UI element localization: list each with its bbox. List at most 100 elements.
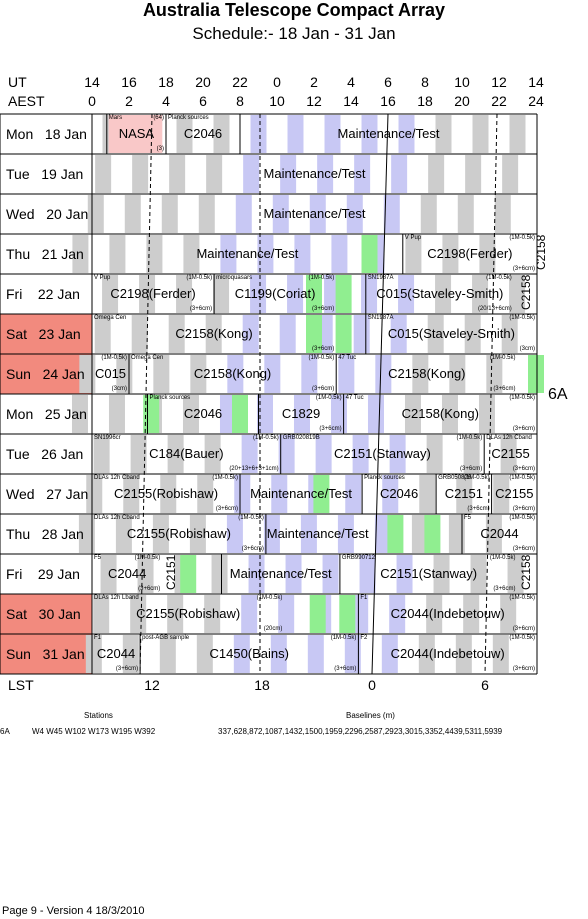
time-band bbox=[509, 115, 526, 153]
project-block: Omega Cen (3+6cm) C2158(Kong) bbox=[92, 314, 336, 354]
time-band bbox=[78, 515, 95, 553]
project-block: V Pup (1M-0.5k) (3+6cm) C2198(Ferder) bbox=[92, 274, 214, 314]
time-band bbox=[382, 475, 399, 513]
time-band bbox=[94, 315, 111, 353]
time-band bbox=[169, 155, 186, 193]
project-block: V Pup (1M-0.5k) (3+6cm) C2198(Ferder) bbox=[403, 234, 537, 274]
time-band bbox=[176, 275, 193, 313]
ut-tick: 6 bbox=[384, 74, 392, 90]
project-code-vertical: C2158 bbox=[519, 554, 534, 590]
project-block: 47 Tuc (1M-0.5k) (3+6cm) C2158(Kong) bbox=[336, 354, 517, 394]
array-tag: (1M-0.5k) bbox=[509, 515, 535, 521]
project-block: GRB020819B (1M-0.5k) (3+6cm) C2151(Stanway) bbox=[281, 434, 485, 474]
source-label: Planck sources bbox=[149, 395, 191, 401]
project-code: C1450(Bains) bbox=[209, 646, 289, 661]
band-tag: (3+6cm) bbox=[312, 306, 335, 312]
time-band bbox=[435, 115, 452, 153]
weekend-highlight bbox=[0, 634, 92, 674]
day-row: Mon 18 Jan bbox=[0, 114, 90, 154]
calibrator-band bbox=[232, 395, 248, 433]
project-block: Planck sources C2046 bbox=[148, 394, 259, 434]
time-band bbox=[263, 515, 280, 553]
time-band bbox=[167, 595, 184, 633]
time-band bbox=[337, 515, 354, 553]
time-band bbox=[79, 355, 96, 393]
project-block: F1 (1M-0.5k) (3+6cm) C2044(Indebetouw) bbox=[358, 594, 537, 634]
time-band bbox=[322, 555, 339, 593]
project-code: C2046 bbox=[379, 486, 419, 501]
day-row: Fri 22 Jan bbox=[0, 274, 90, 314]
time-band bbox=[264, 355, 281, 393]
source-label: 47 Tuc bbox=[345, 395, 364, 401]
day-row: Wed 20 Jan bbox=[0, 194, 90, 234]
source-label: DLAs 12h Cband bbox=[486, 435, 532, 441]
project-block: GRB050826 (1M-0.5k) (3+6cm) C2151 bbox=[436, 474, 492, 514]
band-tag: (3+6cm) bbox=[493, 586, 516, 592]
project-block: F5 (1M-0.5k) (3+6cm) C2044 bbox=[462, 514, 537, 554]
time-band bbox=[301, 355, 318, 393]
day-label: Tue 26 Jan bbox=[6, 446, 84, 462]
project-block: SN1987A (1M-0.5k) (3cm) C015(Staveley-Smith… bbox=[366, 314, 537, 354]
array-tag: (1M-0.5k) bbox=[509, 635, 535, 641]
calibrator-band bbox=[424, 515, 441, 553]
project-code: C2044(Indebetouw) bbox=[390, 606, 505, 621]
time-band bbox=[396, 555, 413, 593]
time-band bbox=[85, 635, 102, 673]
band-tag: (3+6cm) bbox=[241, 546, 264, 552]
time-band bbox=[161, 195, 178, 233]
project-block: (1M-0.5k) (3cm) C015 bbox=[92, 354, 129, 394]
time-band bbox=[182, 395, 199, 433]
project-block: 47 Tuc (1M-0.5k) (3+6cm) C2158(Kong) bbox=[344, 394, 537, 434]
time-band bbox=[509, 275, 526, 313]
config-row-label: 6A bbox=[0, 727, 10, 736]
project-code: NASA bbox=[118, 126, 155, 141]
project-block: DLAs 12h Cband (3+6cm) C2155 bbox=[484, 434, 537, 474]
day-row: Thu 28 Jan bbox=[0, 514, 90, 554]
time-band bbox=[235, 195, 252, 233]
ut-tick: 4 bbox=[347, 74, 355, 90]
source-label: F1 bbox=[360, 595, 368, 601]
day-row: Mon 25 Jan bbox=[0, 394, 90, 434]
schedule-subtitle: Schedule:- 18 Jan - 31 Jan bbox=[192, 24, 396, 43]
ut-tick: 2 bbox=[310, 74, 318, 90]
time-band bbox=[492, 635, 509, 673]
band-tag: (20+13+6+3+1cm) bbox=[229, 466, 279, 472]
day-label: Thu 28 Jan bbox=[6, 526, 84, 542]
band-tag: (3cm) bbox=[111, 386, 127, 392]
time-band bbox=[242, 315, 259, 353]
project-block: Maintenance/Test bbox=[222, 554, 340, 594]
aest-tick: 16 bbox=[380, 93, 396, 109]
time-band bbox=[374, 515, 391, 553]
array-tag: (1M-0.5k) bbox=[509, 475, 535, 481]
time-band bbox=[361, 275, 378, 313]
day-row: Tue 26 Jan bbox=[0, 434, 90, 474]
ut-tick: 8 bbox=[421, 74, 429, 90]
project-block: Planck sources C2046 bbox=[362, 474, 436, 514]
aest-tick: 20 bbox=[454, 93, 470, 109]
band-tag: (3+6cm) bbox=[312, 346, 335, 352]
aest-tick: 6 bbox=[199, 93, 207, 109]
time-band bbox=[500, 595, 517, 633]
aest-tick: 10 bbox=[269, 93, 285, 109]
project-block: F5 (1M-0.5k) (3+6cm) C2044 bbox=[92, 554, 162, 594]
weekend-highlight bbox=[0, 354, 92, 394]
stations-label: Stations bbox=[84, 711, 113, 720]
band-tag: (3+6cm) bbox=[512, 426, 535, 432]
source-label: V Pup bbox=[404, 235, 422, 241]
time-band bbox=[502, 155, 519, 193]
time-band bbox=[206, 155, 223, 193]
day-row: Sun 24 Jan bbox=[0, 354, 90, 394]
day-row: Tue 19 Jan bbox=[0, 154, 90, 194]
time-band bbox=[315, 435, 332, 473]
project-block: Maintenance/Test bbox=[266, 514, 370, 554]
time-band bbox=[442, 235, 459, 273]
aest-tick: 12 bbox=[306, 93, 322, 109]
time-band bbox=[470, 555, 487, 593]
project-code-vertical: C2158 bbox=[519, 274, 534, 310]
time-band bbox=[479, 235, 496, 273]
time-band bbox=[153, 355, 170, 393]
project-code: C2151(Stanway) bbox=[334, 446, 431, 461]
array-tag: (1M-0.5k) bbox=[186, 275, 213, 281]
band-tag: (3+6cm) bbox=[115, 666, 139, 672]
time-band bbox=[463, 595, 480, 633]
